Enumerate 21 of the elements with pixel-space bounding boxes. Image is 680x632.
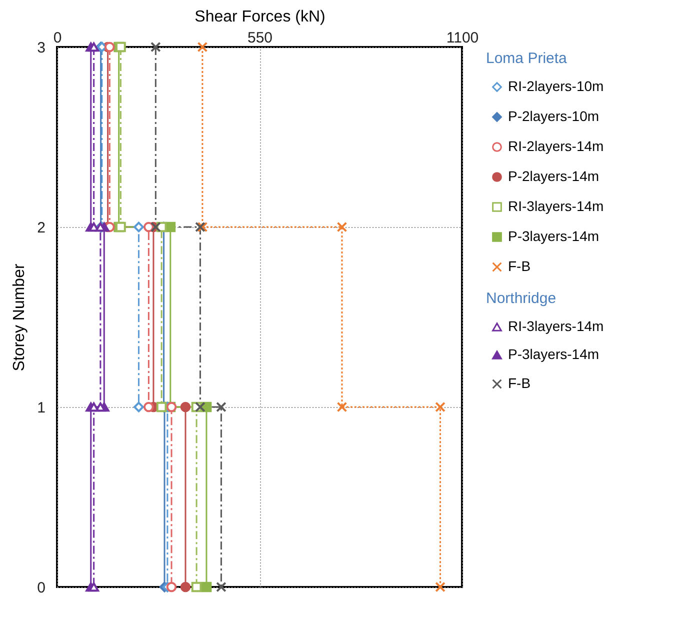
legend-label: P-2layers-10m: [508, 108, 600, 124]
y-tick-label: 1: [37, 400, 46, 416]
legend-label: RI-3layers-14m: [508, 198, 604, 214]
y-tick-label: 0: [37, 580, 46, 596]
y-axis-title: Storey Number: [11, 263, 28, 372]
legend-label: RI-3layers-14m: [508, 318, 604, 334]
y-tick-label: 2: [37, 220, 46, 236]
legend-label: P-3layers-14m: [508, 346, 600, 362]
x-tick-label: 1100: [446, 30, 479, 46]
y-tick-label: 3: [37, 40, 46, 56]
legend-label: RI-2layers-14m: [508, 138, 604, 154]
text: Northridge: [486, 290, 556, 307]
legend-label: F-B: [508, 258, 531, 274]
legend-label: F-B: [508, 375, 531, 391]
x-tick-label: 0: [53, 30, 62, 46]
text: Loma Prieta: [486, 50, 567, 67]
legend-label: P-3layers-14m: [508, 228, 600, 244]
x-axis-title: Shear Forces (kN): [194, 8, 326, 26]
legend-label: RI-2layers-10m: [508, 78, 604, 94]
legend-label: P-2layers-14m: [508, 168, 600, 184]
x-tick-label: 550: [247, 30, 273, 46]
